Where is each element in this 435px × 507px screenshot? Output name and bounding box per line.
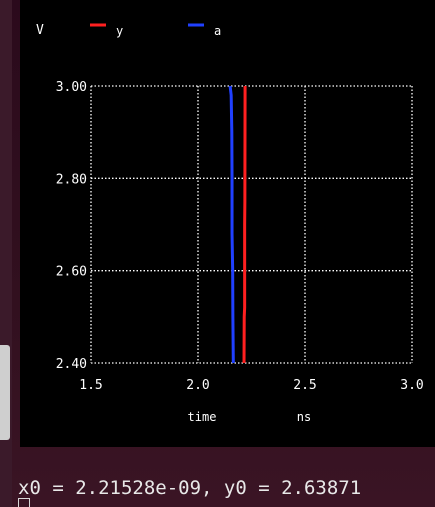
y-tick-label: 2.60 [56, 265, 87, 280]
x-tick-label: 1.5 [79, 378, 102, 393]
grid [90, 85, 413, 364]
legend-label-a: a [214, 24, 221, 38]
series-line-y [242, 85, 247, 364]
series-layer [228, 85, 247, 364]
y-tick-label: 2.80 [56, 172, 87, 187]
scrollbar-thumb[interactable] [0, 345, 10, 440]
y-axis-label: V [36, 23, 44, 38]
x-axis-label: time [188, 410, 217, 424]
x-axis-unit: ns [297, 410, 311, 424]
x-tick-label: 2.0 [186, 378, 209, 393]
series-line-a [228, 85, 235, 364]
x-tick-label: 3.0 [400, 378, 423, 393]
y-tick-label: 2.40 [56, 357, 87, 372]
text-cursor [18, 498, 30, 507]
cursor-readout: x0 = 2.21528e-09, y0 = 2.63871 [18, 477, 362, 499]
y-tick-label: 3.00 [56, 80, 87, 95]
legend-label-y: y [116, 24, 123, 38]
x-tick-label: 2.5 [293, 378, 316, 393]
